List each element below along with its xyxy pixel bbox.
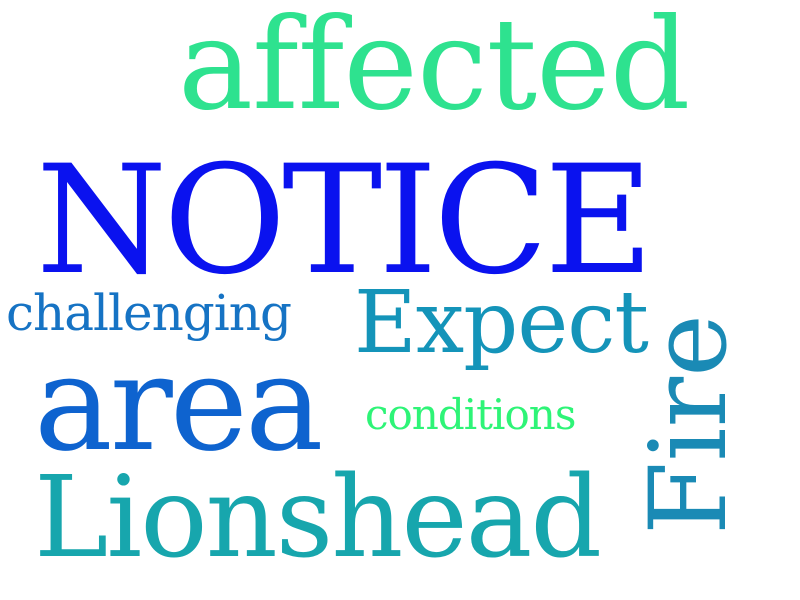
word-lionshead: Lionshead — [34, 453, 602, 583]
word-fire: Fire — [627, 314, 750, 535]
word-challenging: challenging — [6, 284, 292, 342]
word-expect: Expect — [354, 273, 649, 373]
word-area: area — [34, 327, 324, 481]
word-conditions: conditions — [365, 390, 576, 439]
word-notice: NOTICE — [36, 134, 654, 308]
word-affected: affected — [178, 0, 690, 138]
